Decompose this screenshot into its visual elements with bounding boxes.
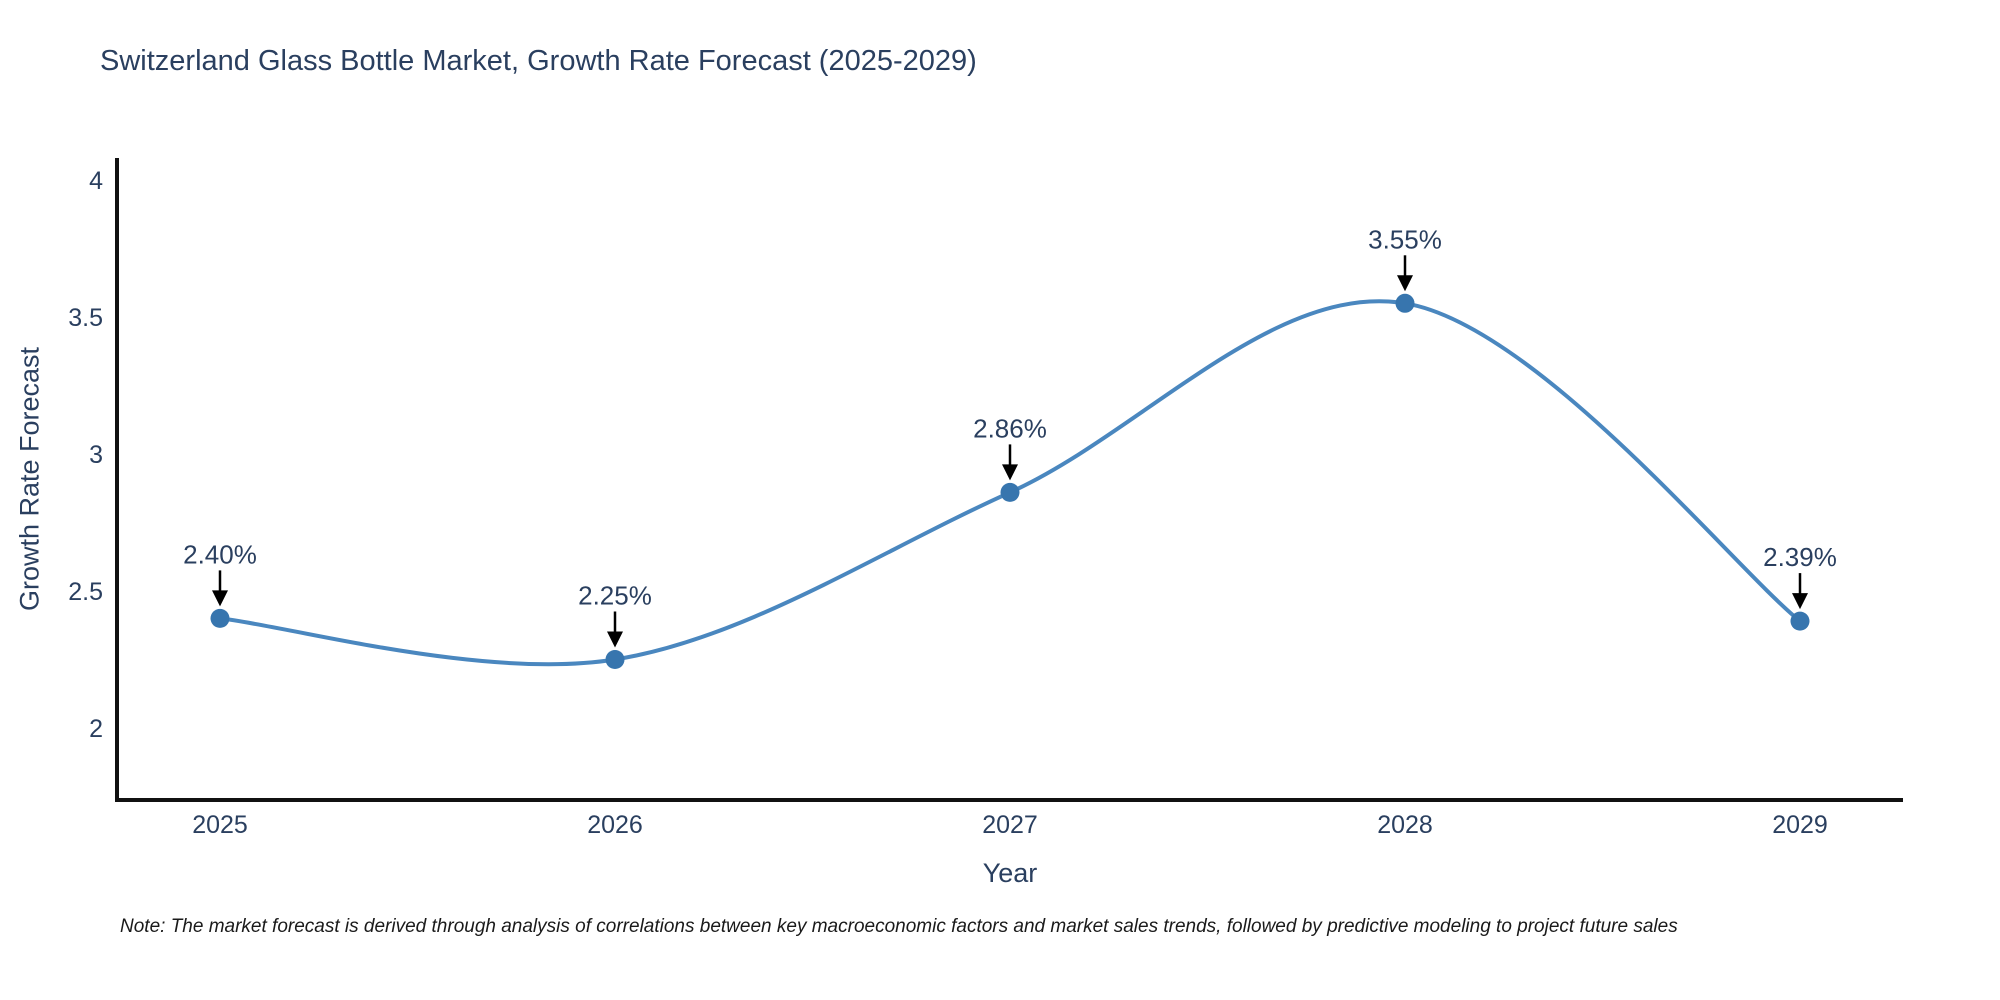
y-tick-label: 4 [89, 167, 103, 195]
y-tick-label: 2.5 [68, 578, 103, 606]
line-chart-plot: 2 2.5 3 3.5 4 2025 2026 2027 2028 2029 2.40% 2.25% 2… [68, 158, 1903, 839]
data-point-marker [1395, 293, 1415, 313]
y-tick-label: 3.5 [68, 304, 103, 332]
data-point-marker [1790, 611, 1810, 631]
annotation-arrow-head [1792, 593, 1808, 610]
data-point-marker [210, 608, 230, 628]
annotation-arrow-head [607, 631, 623, 648]
point-annotation-label: 2.86% [973, 413, 1047, 443]
x-axis-label: Year [982, 858, 1038, 888]
x-tick-label: 2025 [192, 811, 248, 839]
y-tick-label: 2 [89, 715, 103, 743]
annotation-arrow-head [1397, 275, 1413, 292]
data-point-marker [1000, 482, 1020, 502]
x-tick-label: 2029 [1772, 811, 1828, 839]
x-tick-label: 2026 [587, 811, 643, 839]
point-annotation-label: 3.55% [1368, 224, 1442, 254]
point-annotation-label: 2.25% [578, 581, 652, 611]
y-tick-label: 3 [89, 441, 103, 469]
annotation-arrow-head [1002, 464, 1018, 481]
x-tick-label: 2028 [1377, 811, 1433, 839]
data-point-marker [605, 650, 625, 669]
chart-title: Switzerland Glass Bottle Market, Growth … [100, 45, 977, 77]
point-annotation-label: 2.40% [183, 539, 257, 569]
annotation-arrow-head [212, 590, 228, 607]
series-line [218, 299, 1802, 667]
x-tick-label: 2027 [982, 811, 1038, 839]
footnote: Note: The market forecast is derived thr… [120, 916, 1678, 937]
point-annotation-label: 2.39% [1763, 542, 1837, 572]
